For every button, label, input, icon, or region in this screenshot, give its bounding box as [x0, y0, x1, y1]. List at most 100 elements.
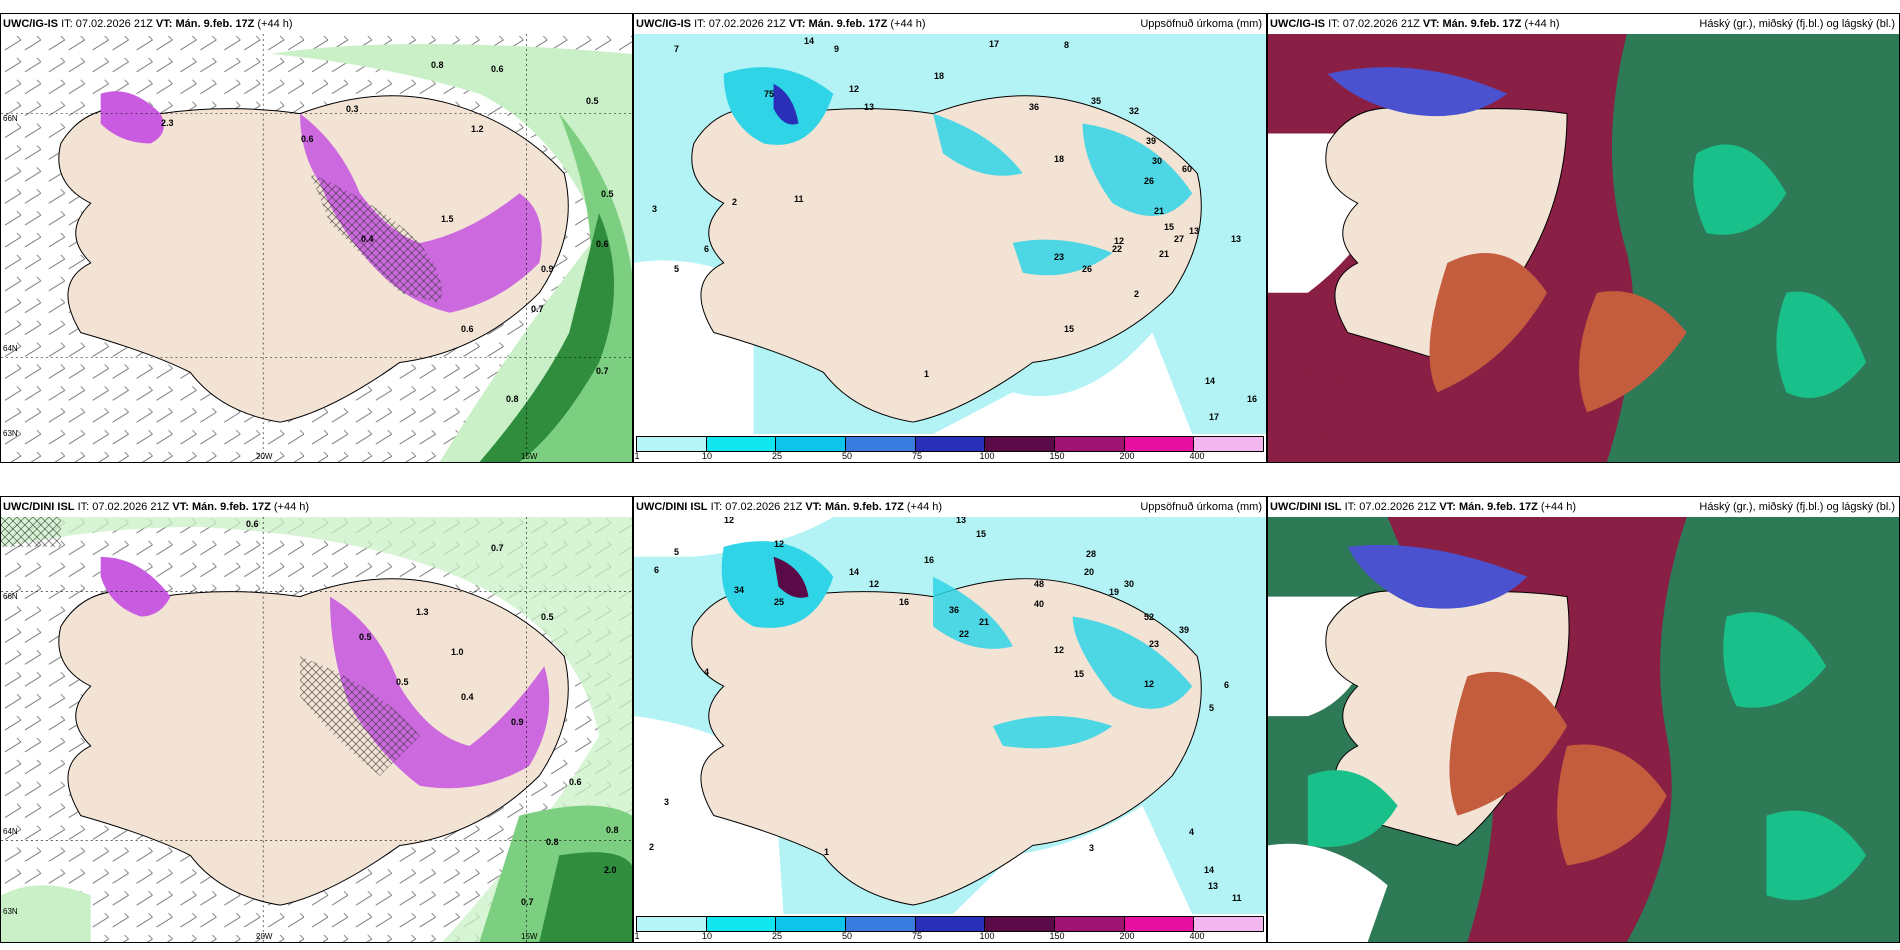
precip-value: 32	[1129, 106, 1140, 116]
value-label: 1.0	[451, 647, 464, 657]
colorbar-label: 25	[771, 931, 783, 941]
precip-value: 3	[652, 204, 658, 214]
model-name: UWC/IG-IS	[636, 18, 691, 30]
value-label: 0.5	[396, 677, 409, 687]
panel-header: UWC/IG-IS IT: 07.02.2026 21Z VT: Mán. 9.…	[1, 14, 632, 34]
precip-value: 6	[1224, 680, 1230, 690]
map-precip	[634, 34, 1266, 434]
panel-bottom-left: UWC/DINI ISL IT: 07.02.2026 21Z VT: Mán.…	[0, 496, 633, 943]
colorbar-label: 25	[771, 451, 783, 461]
value-label: 1.2	[471, 124, 484, 134]
value-label: 1.3	[416, 607, 429, 617]
model-name: UWC/DINI ISL	[636, 501, 708, 513]
colorbar-cell	[706, 917, 777, 931]
value-label: 0.5	[541, 612, 554, 622]
panel-top-middle: UWC/IG-IS IT: 07.02.2026 21Z VT: Mán. 9.…	[633, 13, 1267, 463]
map-wind-precip	[1, 34, 632, 462]
precip-value: 30	[1152, 156, 1163, 166]
precip-value: 15	[1064, 324, 1075, 334]
lat-label-63n: 63N	[3, 429, 18, 438]
precip-value: 75	[764, 89, 775, 99]
colorbar-cell	[637, 437, 707, 451]
precip-value: 35	[1091, 96, 1102, 106]
model-name: UWC/IG-IS	[1270, 18, 1325, 30]
colorbar-cell	[1055, 917, 1125, 931]
precip-value: 12	[849, 84, 860, 94]
colorbar-label: 10	[701, 931, 713, 941]
panel-header: UWC/IG-IS IT: 07.02.2026 21Z VT: Mán. 9.…	[634, 14, 1266, 34]
vt-label: VT:	[1439, 501, 1456, 513]
value-label: 0.8	[431, 60, 444, 70]
colorbar-cell	[637, 917, 707, 931]
colorbar-cell	[985, 917, 1056, 931]
value-label: 0.6	[246, 519, 259, 529]
precip-value: 14	[849, 567, 860, 577]
it-value: 07.02.2026 21Z	[708, 18, 786, 30]
value-label: 0.4	[361, 234, 374, 244]
colorbar-label: 75	[911, 451, 923, 461]
colorbar-label: 400	[1189, 451, 1205, 461]
it-label: IT:	[77, 501, 90, 513]
precip-value: 15	[976, 529, 987, 539]
lat-label-66n: 66N	[3, 592, 18, 601]
vt-value: Mán. 9.feb. 17Z	[175, 18, 255, 30]
map-wind-precip	[1, 517, 632, 942]
value-label: 0.8	[546, 837, 559, 847]
precip-value: 17	[1209, 412, 1220, 422]
value-label: 2.3	[161, 118, 174, 128]
vt-value: Mán. 9.feb. 17Z	[808, 18, 888, 30]
lat-label-66n: 66N	[3, 114, 18, 123]
colorbar-label: 10	[701, 451, 713, 461]
lead-time: (+44 h)	[890, 18, 926, 30]
precip-value: 13	[1231, 234, 1242, 244]
precip-value: 12	[1144, 679, 1155, 689]
precip-value: 3	[664, 797, 670, 807]
model-name: UWC/DINI ISL	[3, 501, 75, 513]
panel-title: Háský (gr.), miðský (fj.bl.) og lágský (…	[1699, 501, 1895, 513]
precip-value: 18	[934, 71, 945, 81]
colorbar-label: 50	[841, 931, 853, 941]
panel-header: UWC/DINI ISL IT: 07.02.2026 21Z VT: Mán.…	[1268, 497, 1899, 517]
colorbar-cells	[636, 436, 1264, 452]
lon-label-15w: 15W	[521, 452, 538, 461]
precip-value: 1	[824, 847, 830, 857]
vt-value: Mán. 9.feb. 17Z	[824, 501, 904, 513]
precip-value: 9	[834, 44, 840, 54]
panel-title: Uppsöfnuð úrkoma (mm)	[1140, 501, 1262, 513]
colorbar-cells	[636, 916, 1264, 932]
it-value: 07.02.2026 21Z	[725, 501, 803, 513]
precip-value: 21	[979, 617, 990, 627]
precip-value: 14	[1205, 376, 1216, 386]
precip-value: 14	[804, 36, 815, 46]
value-label: 0.9	[541, 264, 554, 274]
precip-value: 16	[899, 597, 910, 607]
vt-label: VT:	[172, 501, 189, 513]
colorbar-label: 100	[979, 451, 995, 461]
precip-value: 13	[956, 515, 967, 525]
value-label: 1.5	[441, 214, 454, 224]
precip-value: 3	[1089, 843, 1095, 853]
value-label: 0.9	[511, 717, 524, 727]
panel-top-right: UWC/IG-IS IT: 07.02.2026 21Z VT: Mán. 9.…	[1267, 13, 1900, 463]
precip-value: 18	[1054, 154, 1065, 164]
precip-value: 27	[1174, 234, 1185, 244]
colorbar-label: 150	[1049, 451, 1065, 461]
map-precip	[634, 517, 1266, 914]
it-value: 07.02.2026 21Z	[1359, 501, 1437, 513]
vt-label: VT:	[788, 18, 806, 30]
precip-value: 13	[1189, 226, 1200, 236]
vt-label: VT:	[805, 501, 822, 513]
precip-value: 12	[724, 515, 735, 525]
colorbar: 1 10 25 50 75 100 150 200 400	[634, 434, 1266, 462]
precip-value: 17	[989, 39, 1000, 49]
precip-value: 20	[1084, 567, 1095, 577]
panel-title: Háský (gr.), miðský (fj.bl.) og lágský (…	[1699, 18, 1895, 30]
precip-value: 5	[1209, 703, 1215, 713]
value-label: 0.8	[506, 394, 519, 404]
colorbar-cell	[1124, 917, 1195, 931]
colorbar-label: 1	[634, 451, 640, 461]
precip-value: 22	[1112, 244, 1123, 254]
vt-label: VT:	[155, 18, 173, 30]
precip-value: 19	[1109, 587, 1120, 597]
it-value: 07.02.2026 21Z	[92, 501, 170, 513]
